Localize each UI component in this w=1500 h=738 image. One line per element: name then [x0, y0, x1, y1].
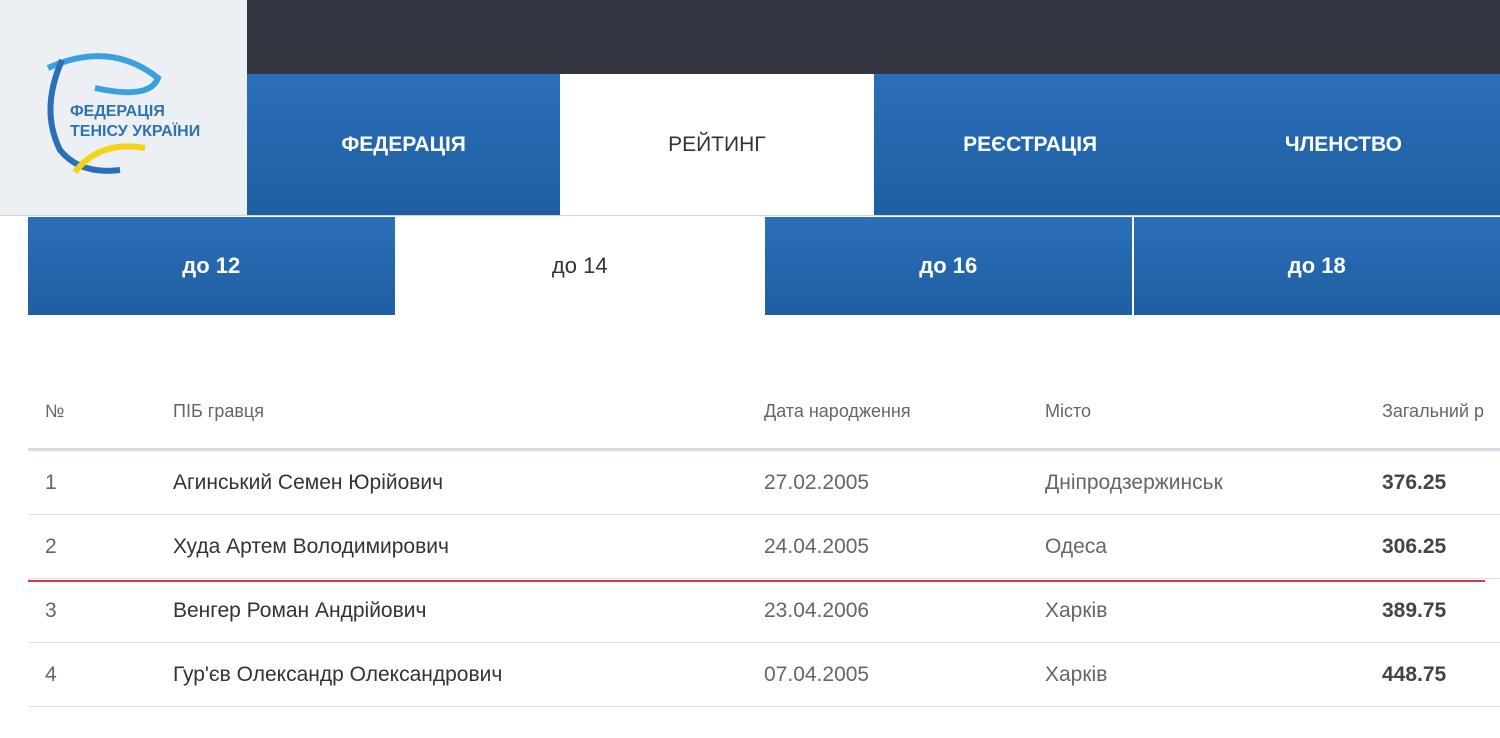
city: Харків	[1045, 642, 1382, 707]
logo[interactable]: ФЕДЕРАЦІЯ ТЕНІСУ УКРАЇНИ	[0, 0, 247, 215]
birthdate: 07.04.2005	[764, 642, 1045, 707]
col-city[interactable]: Місто	[1045, 375, 1382, 451]
player-name[interactable]: Гур'єв Олександр Олександрович	[173, 642, 764, 707]
top-bar	[247, 0, 1500, 74]
nav-federation[interactable]: ФЕДЕРАЦІЯ	[247, 74, 561, 215]
divider	[0, 215, 1500, 216]
city: Харків	[1045, 578, 1382, 643]
tab-under-18[interactable]: до 18	[1133, 217, 1500, 315]
rank: 3	[28, 578, 173, 643]
total-rating: 448.75	[1382, 642, 1500, 707]
table-row[interactable]: 1 Агинський Семен Юрійович 27.02.2005 Дніпр…	[28, 449, 1500, 515]
birthdate: 27.02.2005	[764, 449, 1045, 515]
nav-registration[interactable]: РЕЄСТРАЦІЯ	[873, 74, 1187, 215]
nav-membership[interactable]: ЧЛЕНСТВО	[1186, 74, 1500, 215]
birthdate: 23.04.2006	[764, 578, 1045, 643]
rating-table: № ПІБ гравця Дата народження Місто Загал…	[28, 375, 1500, 707]
table-row[interactable]: 4 Гур'єв Олександр Олександрович 07.04.200…	[28, 642, 1500, 707]
table-row[interactable]: 3 Венгер Роман Андрійович 23.04.2006 Харків…	[28, 578, 1500, 643]
rank: 2	[28, 514, 173, 579]
birthdate: 24.04.2005	[764, 514, 1045, 579]
tab-under-16[interactable]: до 16	[765, 217, 1134, 315]
total-rating: 306.25	[1382, 514, 1500, 579]
col-birthdate[interactable]: Дата народження	[764, 375, 1045, 451]
total-rating: 376.25	[1382, 449, 1500, 515]
svg-text:ТЕНІСУ УКРАЇНИ: ТЕНІСУ УКРАЇНИ	[70, 122, 200, 140]
table-row[interactable]: 2 Худа Артем Володимирович 24.04.2005 Одеса…	[28, 514, 1500, 579]
rank: 4	[28, 642, 173, 707]
svg-text:ФЕДЕРАЦІЯ: ФЕДЕРАЦІЯ	[70, 103, 165, 120]
tab-under-12[interactable]: до 12	[28, 217, 397, 315]
rank: 1	[28, 449, 173, 515]
federation-logo-icon: ФЕДЕРАЦІЯ ТЕНІСУ УКРАЇНИ	[46, 53, 200, 174]
annotation-underline	[28, 580, 1485, 582]
city: Одеса	[1045, 514, 1382, 579]
player-name[interactable]: Агинський Семен Юрійович	[173, 449, 764, 515]
city: Дніпродзержинськ	[1045, 449, 1382, 515]
player-name[interactable]: Венгер Роман Андрійович	[173, 578, 764, 643]
col-total-rating[interactable]: Загальний р	[1382, 375, 1500, 451]
col-name[interactable]: ПІБ гравця	[173, 375, 764, 451]
player-name[interactable]: Худа Артем Володимирович	[173, 514, 764, 579]
nav-rating[interactable]: РЕЙТИНГ	[560, 74, 874, 215]
total-rating: 389.75	[1382, 578, 1500, 643]
table-header: № ПІБ гравця Дата народження Місто Загал…	[28, 375, 1500, 451]
age-tabs: до 12 до 14 до 16 до 18	[28, 217, 1500, 315]
col-number[interactable]: №	[28, 375, 173, 451]
main-nav: ФЕДЕРАЦІЯ РЕЙТИНГ РЕЄСТРАЦІЯ ЧЛЕНСТВО	[247, 74, 1500, 215]
tab-under-14[interactable]: до 14	[396, 217, 765, 315]
